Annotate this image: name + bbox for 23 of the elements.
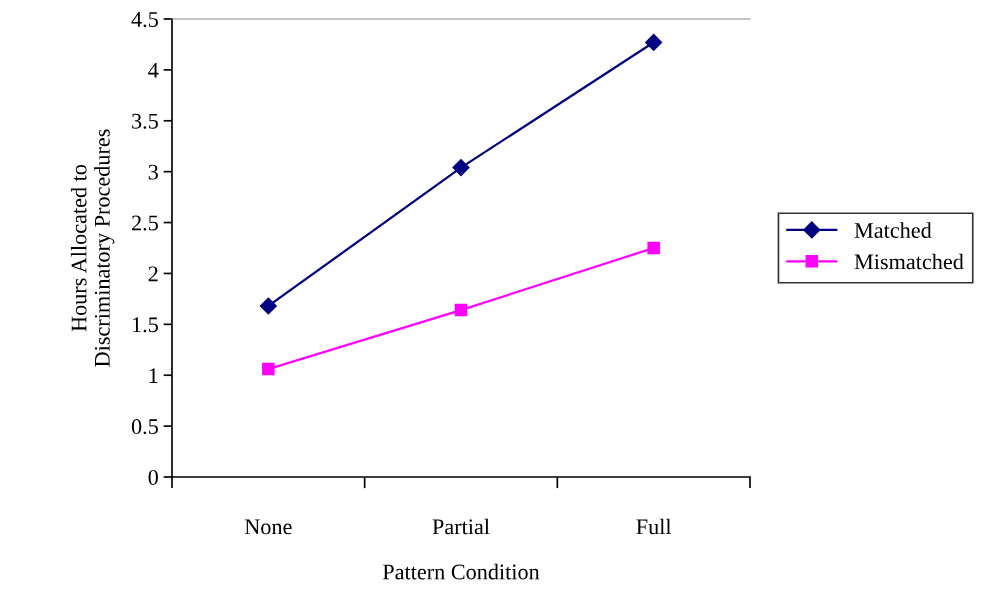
x-axis-title: Pattern Condition: [382, 563, 540, 580]
point: [452, 159, 470, 177]
point: [645, 33, 663, 51]
y-tick-label: 3.5: [132, 113, 158, 129]
point: [647, 241, 660, 255]
y-tick-label: 4.5: [131, 12, 158, 28]
point: [259, 297, 277, 315]
y-tick-label: 1.5: [132, 317, 158, 333]
legend-label: Matched: [854, 222, 932, 238]
legend-label: Mismatched: [854, 253, 964, 270]
y-tick-label: 0: [148, 469, 158, 485]
y-tick-label: 3: [148, 164, 158, 180]
y-axis-title: Hours Allocated to Discriminatory Procedures: [70, 129, 115, 367]
point: [454, 303, 468, 317]
y-tick-label: 4: [148, 62, 159, 78]
y-tick-label: 2.5: [132, 215, 158, 231]
x-tick-label: None: [244, 519, 292, 535]
x-tick-label: Partial: [432, 518, 490, 535]
y-tick-label: 0.5: [131, 419, 158, 435]
point: [262, 362, 275, 376]
y-tick-label: 2: [148, 266, 158, 282]
x-tick-label: Full: [636, 518, 672, 535]
y-tick-label: 1: [149, 368, 158, 383]
